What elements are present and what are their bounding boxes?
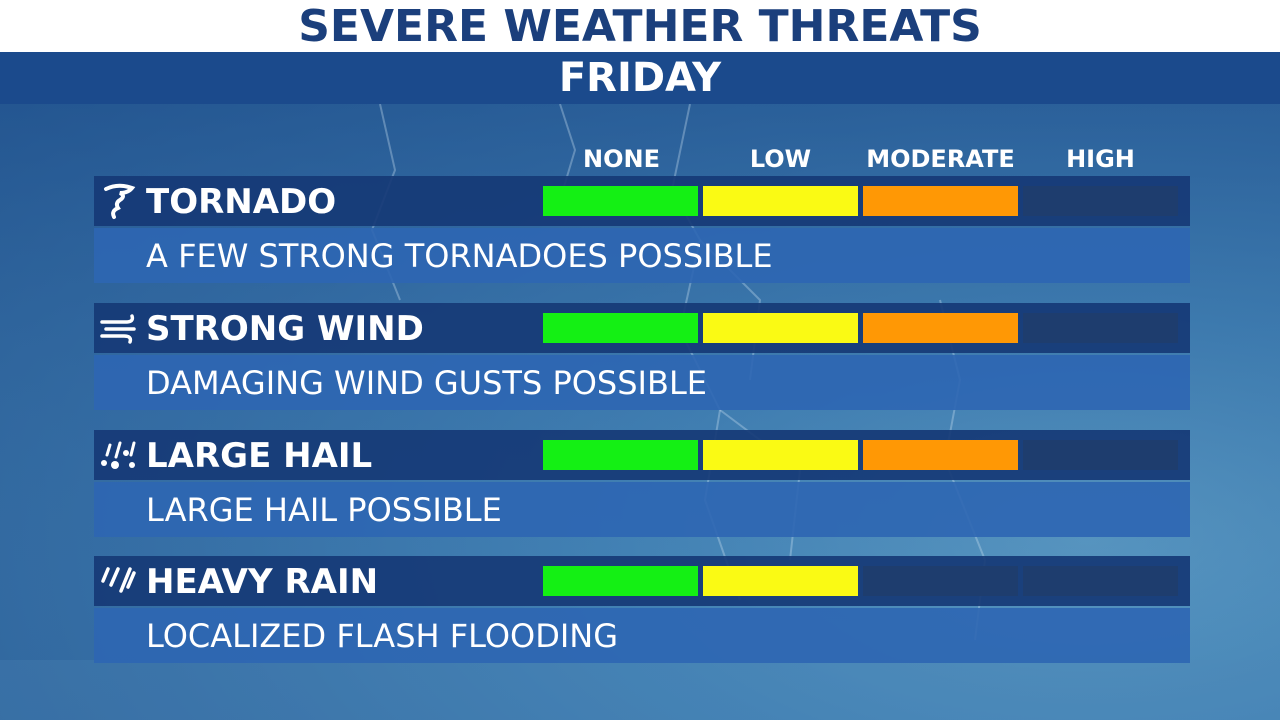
meter-segment-low <box>703 566 858 596</box>
meter-segment-none <box>543 186 698 216</box>
threat-description: DAMAGING WIND GUSTS POSSIBLE <box>146 364 707 402</box>
title-bar <box>0 0 1280 52</box>
threat-name: TORNADO <box>146 182 337 222</box>
meter-segment-moderate <box>863 186 1018 216</box>
level-label-high: HIGH <box>1066 145 1135 173</box>
threat-name: STRONG WIND <box>146 309 424 349</box>
meter-segment-high <box>1023 440 1178 470</box>
meter-segment-high <box>1023 313 1178 343</box>
page-title: SEVERE WEATHER THREATS <box>298 1 982 52</box>
threat-description-box <box>94 608 1190 663</box>
meter-segment-moderate <box>863 313 1018 343</box>
meter-segment-moderate <box>863 566 1018 596</box>
day-label: FRIDAY <box>558 55 722 101</box>
meter-segment-none <box>543 313 698 343</box>
threat-name: HEAVY RAIN <box>146 562 379 602</box>
threat-description-box <box>94 355 1190 410</box>
meter-segment-low <box>703 313 858 343</box>
meter-segment-low <box>703 440 858 470</box>
meter-segment-moderate <box>863 440 1018 470</box>
threat-description: LARGE HAIL POSSIBLE <box>146 491 502 529</box>
tornado-icon <box>104 183 136 219</box>
level-label-low: LOW <box>749 145 812 173</box>
level-label-none: NONE <box>583 145 660 173</box>
wind-icon <box>100 314 136 344</box>
meter-segment-low <box>703 186 858 216</box>
threat-name: LARGE HAIL <box>146 436 373 476</box>
meter-segment-none <box>543 566 698 596</box>
meter-segment-high <box>1023 566 1178 596</box>
day-bar <box>0 52 1280 104</box>
threat-description-box <box>94 482 1190 537</box>
threat-description: A FEW STRONG TORNADOES POSSIBLE <box>146 237 773 275</box>
meter-segment-none <box>543 440 698 470</box>
rain-icon <box>101 567 136 593</box>
level-label-moderate: MODERATE <box>866 145 1015 173</box>
threat-description-box <box>94 228 1190 283</box>
meter-segment-high <box>1023 186 1178 216</box>
threat-description: LOCALIZED FLASH FLOODING <box>146 617 619 655</box>
hail-icon <box>101 441 136 469</box>
